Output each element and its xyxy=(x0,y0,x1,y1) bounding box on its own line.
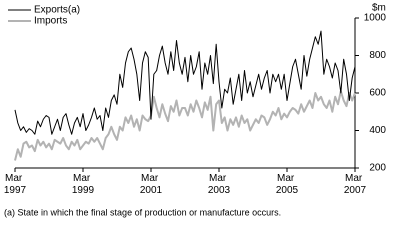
y-axis-label: $m xyxy=(372,3,386,14)
x-tick-label: Mar 2005 xyxy=(276,173,299,196)
footnote: (a) State in which the final stage of pr… xyxy=(4,207,281,217)
y-tick-label: 800 xyxy=(369,50,386,61)
series-line xyxy=(14,30,356,135)
x-tick-label: Mar 1997 xyxy=(4,173,27,196)
x-tick-label: Mar 2007 xyxy=(344,173,367,196)
chart: $m (a) State in which the final stage of… xyxy=(4,3,387,218)
x-tick-label: Mar 1999 xyxy=(72,173,95,196)
y-tick-label: 400 xyxy=(369,125,386,136)
legend-label: Imports xyxy=(34,16,67,27)
y-tick-label: 1000 xyxy=(364,13,387,24)
x-tick-label: Mar 2001 xyxy=(140,173,163,196)
series-line xyxy=(14,90,356,161)
x-tick-label: Mar 2003 xyxy=(208,173,231,196)
y-tick-label: 200 xyxy=(369,163,386,174)
y-tick-label: 600 xyxy=(369,88,386,99)
legend-label: Exports(a) xyxy=(34,5,80,16)
